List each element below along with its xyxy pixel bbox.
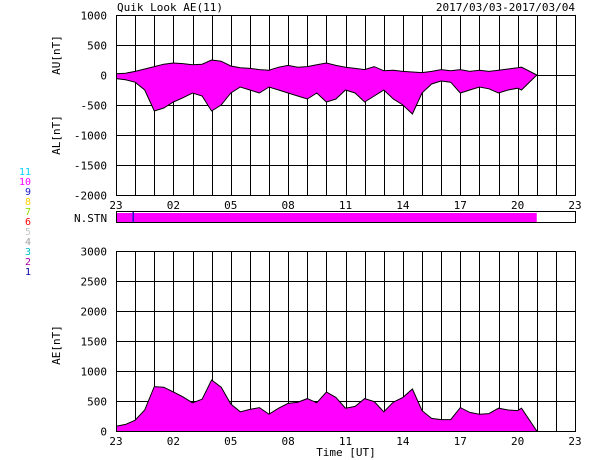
ae-x-ticks: 23 02 05 08 11 14 17 20 23 bbox=[109, 435, 581, 448]
au-al-y-tick-label: -1000 bbox=[74, 130, 107, 143]
ae-y-tick-label: 1000 bbox=[81, 366, 108, 379]
au-al-x-tick-label: 08 bbox=[282, 199, 295, 212]
legend-item-3: 3 bbox=[25, 247, 31, 258]
au-al-x-tick-label: 14 bbox=[396, 199, 410, 212]
legend-item-5: 5 bbox=[25, 227, 31, 238]
stn-bar bbox=[117, 213, 537, 222]
au-al-y-tick-label: -500 bbox=[81, 100, 108, 113]
ae-y-tick-label: 500 bbox=[87, 396, 107, 409]
au-al-grid bbox=[116, 15, 575, 196]
au-al-y-tick-label: 0 bbox=[100, 70, 107, 83]
au-area bbox=[116, 60, 537, 75]
ae-y-ticks: 3000 2500 2000 1500 1000 500 0 bbox=[81, 246, 108, 439]
legend-item-1: 1 bbox=[25, 267, 31, 278]
stn-label: N.STN bbox=[74, 212, 107, 225]
au-al-y-tick-label: 1000 bbox=[81, 10, 108, 23]
au-al-y-tick-label: -2000 bbox=[74, 190, 107, 203]
legend-item-9: 9 bbox=[25, 187, 31, 198]
au-al-y-tick-label: -1500 bbox=[74, 160, 107, 173]
legend-item-10: 10 bbox=[19, 177, 31, 188]
legend-item-4: 4 bbox=[25, 237, 31, 248]
au-al-y-ticks: 1000 500 0 -500 -1000 -1500 -2000 bbox=[74, 10, 107, 203]
au-line bbox=[115, 59, 538, 76]
au-axis-label: AU[nT] bbox=[50, 35, 63, 75]
date-range: 2017/03/03-2017/03/04 bbox=[436, 1, 575, 14]
legend-item-11: 11 bbox=[19, 167, 31, 178]
ae-y-tick-label: 2000 bbox=[81, 306, 108, 319]
au-al-x-tick-label: 23 bbox=[109, 199, 122, 212]
ae-axis-label: AE[nT] bbox=[50, 325, 63, 365]
au-al-y-tick-label: 500 bbox=[87, 40, 107, 53]
al-line bbox=[115, 74, 538, 115]
ae-x-tick-label: 08 bbox=[282, 435, 295, 448]
au-al-x-tick-label: 02 bbox=[167, 199, 180, 212]
au-al-x-tick-label: 17 bbox=[454, 199, 467, 212]
ae-line bbox=[115, 379, 538, 432]
ae-frame bbox=[116, 251, 576, 432]
legend-item-2: 2 bbox=[25, 257, 31, 268]
ae-y-tick-label: 3000 bbox=[81, 246, 108, 259]
ae-x-tick-label: 20 bbox=[511, 435, 524, 448]
station-count-panel: N.STN bbox=[74, 211, 576, 225]
ae-area bbox=[116, 380, 537, 431]
ae-y-tick-label: 1500 bbox=[81, 336, 108, 349]
au-al-x-ticks: 23 02 05 08 11 14 17 20 23 bbox=[109, 199, 581, 212]
au-al-panel: 1000 500 0 -500 -1000 -1500 -2000 23 02 05 08 11 14… bbox=[50, 10, 582, 213]
au-al-x-tick-label: 05 bbox=[224, 199, 237, 212]
ae-y-tick-label: 2500 bbox=[81, 276, 108, 289]
au-al-frame bbox=[116, 15, 576, 196]
ae-x-tick-label: 05 bbox=[224, 435, 237, 448]
ae-x-tick-label: 11 bbox=[339, 435, 352, 448]
au-al-x-tick-label: 23 bbox=[568, 199, 581, 212]
legend-item-8: 8 bbox=[25, 197, 31, 208]
ae-x-tick-label: 17 bbox=[454, 435, 467, 448]
legend-item-7: 7 bbox=[25, 207, 31, 218]
legend-item-6: 6 bbox=[25, 217, 31, 228]
au-al-x-tick-label: 20 bbox=[511, 199, 524, 212]
figure-title: Quik Look AE(11) bbox=[117, 1, 223, 14]
ae-x-tick-label: 23 bbox=[109, 435, 122, 448]
ae-x-tick-label: 02 bbox=[167, 435, 180, 448]
al-axis-label: AL[nT] bbox=[50, 115, 63, 155]
ae-x-tick-label: 14 bbox=[396, 435, 410, 448]
ae-y-tick-label: 0 bbox=[100, 426, 107, 439]
ae-x-tick-label: 23 bbox=[568, 435, 581, 448]
x-axis-title: Time [UT] bbox=[316, 446, 376, 459]
au-al-x-tick-label: 11 bbox=[339, 199, 352, 212]
stn-frame bbox=[116, 211, 576, 223]
